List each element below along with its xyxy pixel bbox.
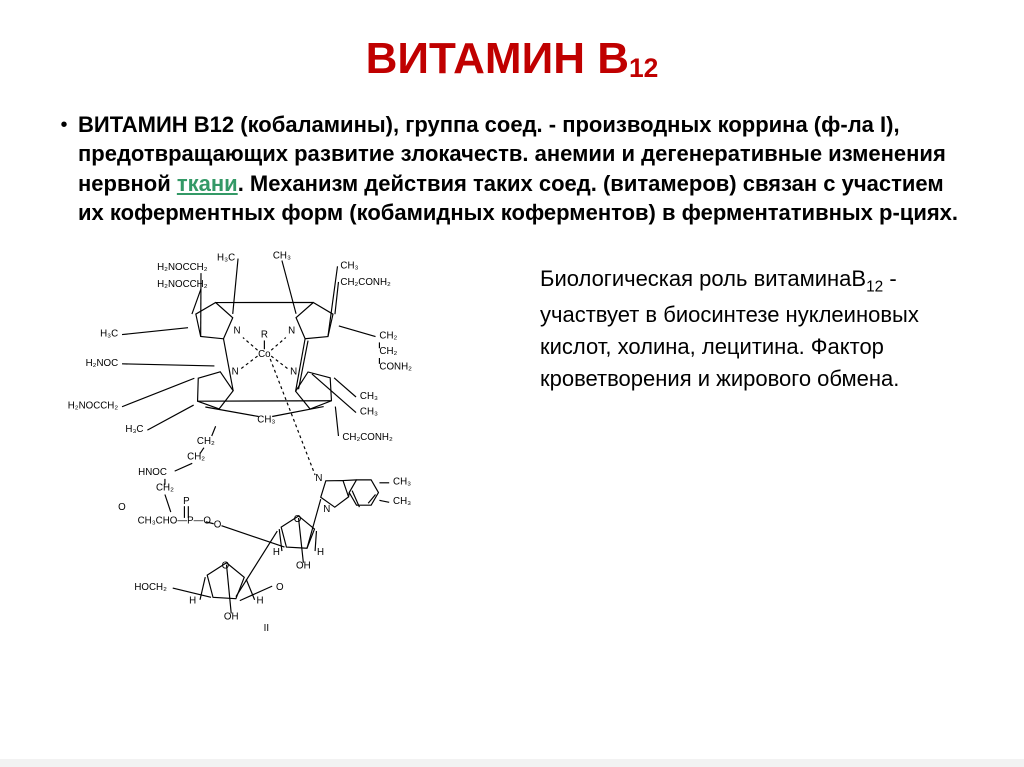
- main-paragraph: ВИТАМИН В12 (кобаламины), группа соед. -…: [78, 110, 974, 227]
- molecule-svg: CoRNNNNH₂NOCCH₂H₂NOCCH₂H₃CCH₃CH₃CH₂CONH₂…: [44, 241, 514, 631]
- svg-text:O: O: [276, 582, 284, 593]
- svg-text:R: R: [261, 330, 268, 341]
- svg-text:N: N: [288, 326, 295, 337]
- svg-text:N: N: [234, 326, 241, 337]
- svg-text:N: N: [315, 473, 322, 484]
- svg-text:H: H: [317, 547, 324, 558]
- svg-text:CH₃CHO—P—O: CH₃CHO—P—O: [138, 516, 212, 527]
- svg-text:P: P: [183, 496, 190, 507]
- svg-text:H₃C: H₃C: [125, 424, 143, 435]
- svg-text:H₃C: H₃C: [100, 329, 118, 340]
- svg-text:HNOC: HNOC: [138, 467, 167, 478]
- svg-text:CH₃: CH₃: [393, 477, 411, 488]
- svg-text:II: II: [264, 623, 269, 631]
- bullet-dot: •: [50, 110, 78, 140]
- svg-text:H: H: [189, 596, 196, 607]
- svg-text:CH₂CONH₂: CH₂CONH₂: [342, 432, 393, 443]
- svg-text:CH₂CONH₂: CH₂CONH₂: [340, 277, 391, 288]
- svg-text:H: H: [257, 596, 264, 607]
- svg-text:N: N: [290, 367, 297, 378]
- svg-text:O: O: [222, 561, 230, 572]
- svg-text:Co: Co: [258, 349, 271, 360]
- svg-text:CH₃: CH₃: [273, 251, 291, 262]
- svg-text:CH₃: CH₃: [360, 391, 378, 402]
- side-paragraph: Биологическая роль витаминаB12 - участву…: [540, 263, 970, 394]
- svg-text:H₂NOC: H₂NOC: [86, 358, 119, 369]
- svg-text:CH₃: CH₃: [360, 407, 378, 418]
- svg-text:H₂NOCCH₂: H₂NOCCH₂: [157, 262, 208, 273]
- svg-text:H₂NOCCH₂: H₂NOCCH₂: [68, 401, 119, 412]
- svg-text:CONH₂: CONH₂: [379, 362, 412, 373]
- slide: ВИТАМИН В12 • ВИТАМИН В12 (кобаламины), …: [0, 0, 1024, 767]
- main-bullet: • ВИТАМИН В12 (кобаламины), группа соед.…: [50, 110, 974, 227]
- svg-text:CH₂: CH₂: [379, 346, 397, 357]
- footer-bar: [0, 759, 1024, 767]
- svg-text:H₃C: H₃C: [217, 253, 235, 264]
- svg-text:CH₂: CH₂: [197, 436, 215, 447]
- svg-text:O: O: [118, 502, 126, 513]
- svg-text:O: O: [294, 514, 302, 525]
- page-title: ВИТАМИН В12: [44, 34, 980, 84]
- svg-text:CH₂: CH₂: [187, 451, 205, 462]
- svg-text:CH₃: CH₃: [340, 260, 358, 271]
- svg-text:O: O: [214, 520, 222, 531]
- svg-text:H₂NOCCH₂: H₂NOCCH₂: [157, 279, 208, 290]
- svg-text:CH₂: CH₂: [379, 331, 397, 342]
- side-column: Биологическая роль витаминаB12 - участву…: [514, 237, 980, 394]
- svg-text:N: N: [323, 504, 330, 515]
- molecule-diagram: CoRNNNNH₂NOCCH₂H₂NOCCH₂H₃CCH₃CH₃CH₂CONH₂…: [44, 237, 514, 636]
- svg-text:H: H: [273, 547, 280, 558]
- svg-text:HOCH₂: HOCH₂: [134, 582, 167, 593]
- lower-row: CoRNNNNH₂NOCCH₂H₂NOCCH₂H₃CCH₃CH₃CH₂CONH₂…: [44, 237, 980, 636]
- svg-text:CH₃: CH₃: [393, 496, 411, 507]
- svg-text:N: N: [232, 367, 239, 378]
